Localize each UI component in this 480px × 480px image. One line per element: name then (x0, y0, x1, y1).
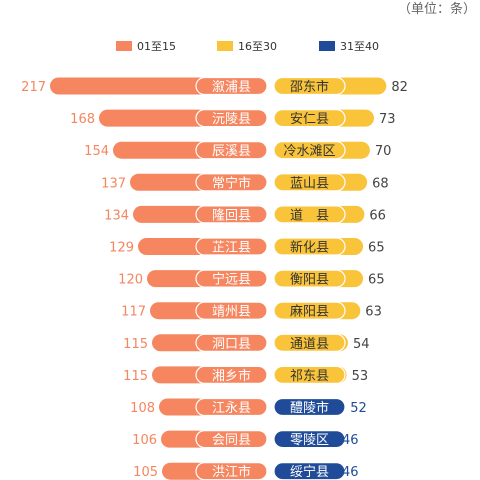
right-category-label: 通道县 (290, 337, 329, 352)
left-value-label: 115 (123, 337, 148, 352)
legend-label-2: 16至30 (238, 40, 277, 53)
right-value-label: 52 (350, 401, 367, 416)
legend-label-3: 31至40 (340, 40, 379, 53)
left-category-label: 宁远县 (212, 272, 251, 288)
right-label-pill (273, 141, 346, 160)
left-value-label: 217 (21, 80, 46, 95)
left-value-label: 108 (130, 401, 155, 416)
legend-swatch-1 (116, 41, 132, 51)
right-label-pill (273, 430, 346, 449)
left-label-pill (195, 237, 268, 256)
right-value-label: 66 (369, 208, 386, 223)
right-value-label: 65 (368, 273, 385, 288)
left-category-label: 隆回县 (212, 208, 251, 223)
legend: 01至15 16至30 31至40 (116, 40, 379, 53)
right-label-pill (273, 269, 346, 288)
left-label-pill (195, 333, 268, 352)
right-label-pill (273, 301, 346, 320)
right-label-pill (273, 397, 346, 417)
right-label-pill (273, 333, 346, 352)
right-category-label: 安仁县 (290, 112, 329, 127)
right-value-label: 73 (379, 112, 396, 127)
left-category-label: 辰溪县 (212, 144, 251, 159)
right-category-label: 麻阳县 (290, 305, 329, 320)
left-label-pill (195, 205, 268, 224)
left-value-label: 129 (109, 241, 134, 256)
left-value-label: 134 (104, 208, 129, 223)
left-category-label: 江永县 (212, 401, 251, 416)
left-category-label: 靖州县 (212, 305, 251, 320)
right-label-pill (273, 365, 346, 384)
left-value-label: 115 (123, 369, 148, 384)
right-value-label: 68 (372, 176, 389, 191)
right-category-label: 祁东县 (290, 369, 329, 384)
left-value-label: 120 (118, 273, 143, 288)
left-category-label: 洪江市 (212, 464, 251, 480)
left-label-pill (195, 269, 268, 288)
legend-swatch-2 (217, 41, 233, 51)
left-label-pill (195, 301, 268, 320)
bar-rows: 溆浦县 217 邵东市 82 沅陵县 168 安仁县 73 辰溪县 154 冷水滩区 70 常宁市 137… (21, 76, 408, 480)
right-category-label: 醴陵市 (290, 400, 329, 416)
right-value-label: 65 (368, 241, 385, 256)
left-label-pill (195, 397, 268, 417)
right-value-label: 70 (375, 144, 392, 159)
right-label-pill (273, 237, 346, 256)
left-category-label: 会同县 (212, 433, 251, 448)
right-label-pill (273, 205, 346, 224)
right-category-label: 绥宁县 (290, 464, 329, 480)
left-label-pill (195, 365, 268, 384)
right-label-pill (273, 173, 346, 192)
left-category-label: 溆浦县 (212, 80, 251, 95)
right-value-label: 54 (353, 337, 370, 352)
right-value-label: 63 (365, 305, 382, 320)
left-category-label: 湘乡市 (212, 368, 251, 384)
right-category-label: 邵东市 (290, 79, 329, 95)
left-label-pill (195, 173, 268, 192)
legend-swatch-3 (319, 41, 335, 51)
left-category-label: 芷江县 (212, 240, 251, 256)
right-label-pill (273, 108, 346, 128)
right-value-label: 46 (342, 465, 359, 480)
right-category-label: 冷水滩区 (283, 144, 335, 159)
right-value-label: 46 (342, 433, 359, 448)
left-value-label: 168 (70, 112, 95, 127)
right-label-pill (273, 76, 346, 96)
unit-note: （单位：条） (398, 1, 476, 17)
right-value-label: 53 (352, 369, 369, 384)
left-label-pill (195, 430, 268, 449)
left-value-label: 106 (132, 433, 157, 448)
left-value-label: 137 (101, 176, 126, 191)
left-label-pill (195, 108, 268, 128)
left-value-label: 105 (133, 465, 158, 480)
left-value-label: 154 (84, 144, 109, 159)
left-value-label: 117 (121, 305, 146, 320)
left-category-label: 沅陵县 (212, 112, 251, 127)
right-value-label: 82 (391, 80, 408, 95)
right-category-label: 零陵区 (290, 433, 329, 448)
legend-label-1: 01至15 (137, 40, 176, 53)
right-category-label: 衡阳县 (290, 273, 329, 288)
right-category-label: 蓝山县 (290, 176, 329, 191)
left-category-label: 洞口县 (212, 337, 251, 352)
left-label-pill (195, 76, 268, 96)
left-label-pill (195, 141, 268, 160)
right-category-label: 道 县 (290, 208, 329, 223)
left-category-label: 常宁市 (212, 175, 251, 191)
right-category-label: 新化县 (290, 240, 329, 256)
